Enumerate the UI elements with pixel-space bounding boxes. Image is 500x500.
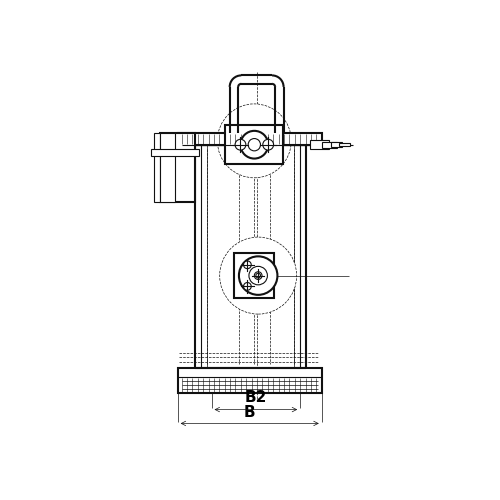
Circle shape — [240, 131, 268, 158]
Circle shape — [244, 282, 251, 290]
Circle shape — [263, 140, 274, 150]
Circle shape — [239, 256, 278, 295]
Bar — [226, 126, 283, 164]
Bar — [331, 142, 342, 147]
Text: B2: B2 — [244, 390, 267, 405]
Circle shape — [235, 140, 246, 150]
Circle shape — [249, 266, 268, 285]
Bar — [234, 254, 275, 298]
Bar — [178, 368, 322, 392]
Circle shape — [218, 104, 292, 178]
Circle shape — [254, 272, 262, 280]
Bar — [338, 143, 350, 146]
Circle shape — [256, 274, 260, 278]
Circle shape — [220, 237, 296, 314]
Bar — [160, 133, 194, 202]
Bar — [160, 133, 176, 202]
Bar — [310, 140, 330, 149]
Bar — [178, 133, 322, 144]
Bar — [322, 142, 337, 148]
Bar — [151, 148, 198, 156]
Circle shape — [248, 138, 260, 151]
Bar — [154, 133, 160, 202]
Circle shape — [244, 261, 251, 268]
Text: B: B — [244, 404, 256, 419]
